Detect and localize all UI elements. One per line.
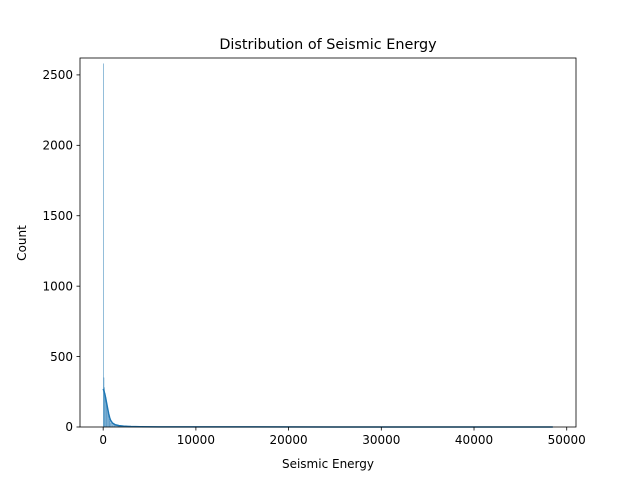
y-tick-label: 2000	[42, 139, 73, 153]
axes: 0 10000 20000 30000 40000 50000 0 500 1000 1500 20…	[42, 57, 586, 447]
y-tick-label: 1500	[42, 209, 73, 223]
histogram-bar-10	[109, 421, 111, 428]
y-axis-label: Count	[15, 225, 29, 261]
x-tick-label: 30000	[362, 433, 400, 447]
x-tick-label: 50000	[548, 433, 586, 447]
y-tick-label: 500	[50, 350, 73, 364]
x-tick-label: 10000	[177, 433, 215, 447]
x-axis-label: Seismic Energy	[282, 457, 374, 471]
chart-title: Distribution of Seismic Energy	[219, 37, 437, 53]
histogram-bar-9	[109, 419, 110, 428]
y-tick-label: 0	[65, 420, 73, 434]
x-tick-label: 20000	[270, 433, 308, 447]
y-tick-label: 2500	[42, 68, 73, 82]
x-tick-label: 0	[99, 433, 107, 447]
histogram-bar-11	[110, 422, 113, 428]
histogram-bar-0	[103, 63, 104, 428]
plot-frame	[79, 57, 577, 428]
x-tick-label: 40000	[455, 433, 493, 447]
y-tick-label: 1000	[42, 279, 73, 293]
